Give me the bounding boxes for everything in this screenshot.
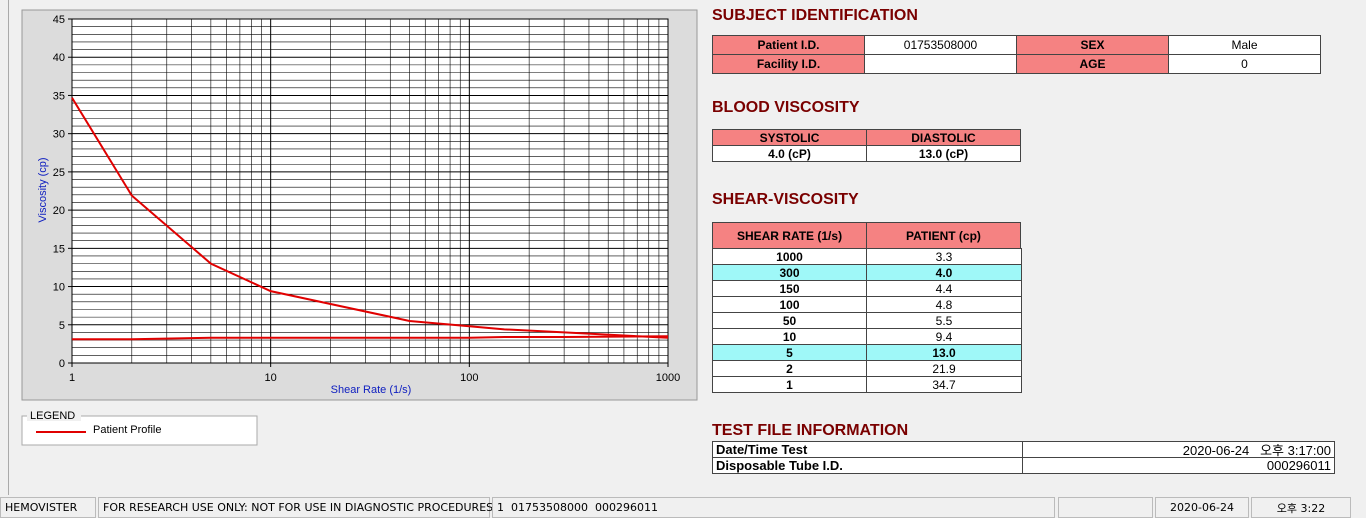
- y-tick-label: 20: [53, 205, 65, 217]
- table-cell: SEX: [1016, 35, 1169, 55]
- table-cell: 2020-06-24 오후 3:17:00: [1022, 441, 1335, 458]
- section-title: TEST FILE INFORMATION: [712, 422, 909, 439]
- status-cell: 2020-06-24: [1155, 497, 1249, 518]
- table-cell: 21.9: [866, 360, 1022, 377]
- table-cell: DIASTOLIC: [866, 129, 1021, 146]
- table-cell: 2: [712, 360, 867, 377]
- y-tick-label: 30: [53, 129, 65, 141]
- table-cell: Disposable Tube I.D.: [712, 457, 1023, 474]
- x-tick-label: 1000: [656, 372, 680, 384]
- x-tick-label: 100: [460, 372, 478, 384]
- section-title: SUBJECT IDENTIFICATION: [712, 7, 918, 24]
- y-tick-label: 10: [53, 282, 65, 294]
- table-cell: 4.8: [866, 296, 1022, 313]
- chart: 0 5 10 15 20 25 30 35 40 45 1 10 100 1000 Shear Rate …: [21, 9, 698, 446]
- table-cell: 4.4: [866, 280, 1022, 297]
- table-cell: PATIENT (cp): [866, 222, 1021, 249]
- table-cell: 5: [712, 344, 867, 361]
- x-axis-label: Shear Rate (1/s): [331, 384, 412, 396]
- legend-entry: Patient Profile: [93, 424, 161, 436]
- table-cell: SHEAR RATE (1/s): [712, 222, 867, 249]
- table-cell: 13.0 (cP): [866, 145, 1021, 162]
- table-cell: 5.5: [866, 312, 1022, 329]
- status-cell: [1058, 497, 1153, 518]
- status-cell: 오후 3:22: [1251, 497, 1351, 518]
- table-cell: 13.0: [866, 344, 1022, 361]
- table-cell: 000296011: [1022, 457, 1335, 474]
- y-tick-label: 15: [53, 243, 65, 255]
- status-cell: FOR RESEARCH USE ONLY: NOT FOR USE IN DI…: [98, 497, 493, 518]
- y-tick-label: 0: [59, 358, 65, 370]
- y-tick-label: 45: [53, 14, 65, 26]
- series-line: [71, 97, 669, 339]
- table-cell: 0: [1168, 54, 1321, 74]
- status-cell: 1 01753508000 000296011: [492, 497, 1055, 518]
- table-cell: SYSTOLIC: [712, 129, 867, 146]
- section-title: BLOOD VISCOSITY: [712, 99, 860, 116]
- table-cell: 1000: [712, 248, 867, 265]
- legend-title-bg: [27, 409, 81, 421]
- table-cell: 50: [712, 312, 867, 329]
- y-tick-label: 5: [59, 320, 65, 332]
- table-cell: 300: [712, 264, 867, 281]
- table-cell: Date/Time Test: [712, 441, 1023, 458]
- table-cell: Facility I.D.: [712, 54, 865, 74]
- table-cell: 4.0 (cP): [712, 145, 867, 162]
- table-cell: 150: [712, 280, 867, 297]
- table-cell: 34.7: [866, 376, 1022, 393]
- plot-area: [72, 19, 668, 363]
- table-cell: 1: [712, 376, 867, 393]
- table-cell: Male: [1168, 35, 1321, 55]
- table-cell: 4.0: [866, 264, 1022, 281]
- table-cell: 9.4: [866, 328, 1022, 345]
- section-title: SHEAR-VISCOSITY: [712, 191, 859, 208]
- table-cell: 100: [712, 296, 867, 313]
- table-cell: [864, 54, 1017, 74]
- y-axis-label: Viscosity (cp): [37, 157, 49, 222]
- series-line: [72, 335, 669, 341]
- table-cell: 01753508000: [864, 35, 1017, 55]
- y-tick-label: 35: [53, 90, 65, 102]
- x-tick-label: 10: [265, 372, 277, 384]
- table-cell: AGE: [1016, 54, 1169, 74]
- status-cell: HEMOVISTER: [0, 497, 96, 518]
- x-tick-label: 1: [69, 372, 75, 384]
- table-cell: Patient I.D.: [712, 35, 865, 55]
- legend-title: LEGEND: [30, 410, 75, 422]
- y-tick-label: 40: [53, 52, 65, 64]
- plot-border: [71, 18, 669, 364]
- y-tick-label: 25: [53, 167, 65, 179]
- table-cell: 3.3: [866, 248, 1022, 265]
- frame-edge: [8, 0, 9, 495]
- table-cell: 10: [712, 328, 867, 345]
